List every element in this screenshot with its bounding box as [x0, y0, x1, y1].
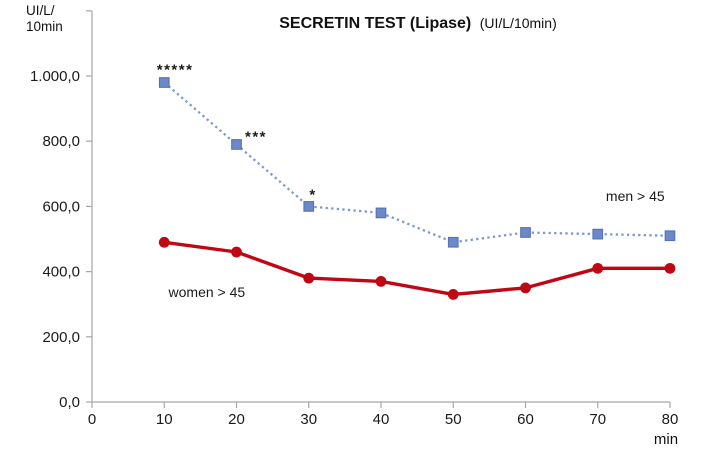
data-point-men-45-10min: [158, 77, 170, 88]
significance-annotation-2: ***: [245, 129, 267, 146]
x-tick-label-80: 80: [662, 411, 679, 428]
y-axis-unit-line2: 10min: [26, 19, 63, 34]
data-point-men-45-70min: [592, 228, 604, 240]
data-point-men-45-30min: [303, 201, 315, 212]
data-point-men-45-40min: [375, 207, 387, 219]
significance-annotation-1: *****: [157, 61, 194, 78]
data-point-women-45-70min: [592, 262, 604, 274]
data-point-women-45-20min: [231, 246, 242, 258]
series-label-men-45: men > 45: [606, 188, 665, 204]
data-point-women-45-10min: [158, 236, 170, 248]
x-tick-label-0: 0: [88, 411, 96, 428]
data-point-men-45-50min: [447, 236, 459, 248]
x-tick-label-10: 10: [156, 411, 173, 428]
data-point-women-45-40min: [375, 275, 387, 287]
y-tick-label-400: 400,0: [42, 264, 80, 281]
series-label-women-45: women > 45: [168, 284, 246, 300]
series-line-women-45: [162, 240, 672, 297]
chart-title-unit: (UI/L/10min): [479, 15, 557, 31]
data-point-women-45-50min: [447, 289, 459, 300]
series-line-men-45: [163, 81, 671, 244]
x-tick-label-70: 70: [589, 411, 606, 428]
y-axis-unit-label: UI/L/ 10min: [26, 3, 63, 35]
x-tick-label-30: 30: [300, 411, 317, 428]
significance-annotation-3: *: [309, 187, 316, 204]
chart-title-main: SECRETIN TEST (Lipase): [279, 15, 472, 32]
y-tick-label-0: 0,0: [59, 394, 80, 411]
x-tick-label-60: 60: [517, 411, 534, 428]
y-tick-label-600: 600,0: [42, 198, 80, 215]
data-point-men-45-60min: [520, 227, 531, 238]
data-point-men-45-80min: [664, 230, 676, 242]
y-tick-label-1000: 1.000,0: [30, 68, 80, 85]
y-tick-label-800: 800,0: [42, 133, 80, 150]
y-tick-label-200: 200,0: [42, 329, 80, 346]
data-point-women-45-60min: [520, 282, 531, 294]
data-point-men-45-20min: [231, 139, 242, 150]
x-axis-unit-label: min: [653, 431, 679, 448]
data-point-women-45-30min: [303, 272, 315, 284]
chart-title: SECRETIN TEST (Lipase) (UI/L/10min): [135, 15, 701, 33]
x-tick-label-40: 40: [373, 411, 390, 428]
y-axis-unit-line1: UI/L/: [26, 3, 55, 18]
x-tick-label-50: 50: [445, 411, 462, 428]
x-tick-label-20: 20: [228, 411, 245, 428]
data-point-women-45-80min: [664, 262, 676, 274]
